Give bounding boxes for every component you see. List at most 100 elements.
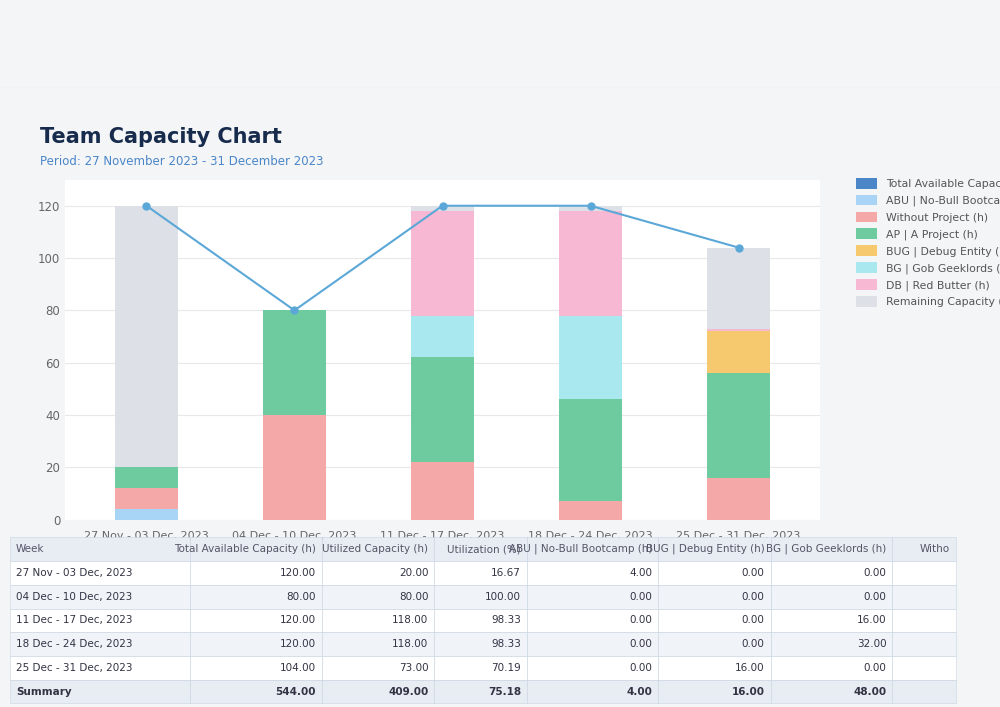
- Text: 98.33: 98.33: [491, 615, 521, 626]
- Bar: [190, 679, 322, 703]
- Bar: [527, 537, 658, 561]
- Bar: [559, 501, 622, 520]
- Bar: [10, 609, 190, 632]
- Text: 104.00: 104.00: [280, 663, 316, 673]
- Text: Utilized Capacity (h): Utilized Capacity (h): [322, 544, 428, 554]
- Bar: [892, 609, 956, 632]
- Bar: [559, 211, 622, 315]
- Bar: [10, 632, 190, 656]
- Bar: [115, 509, 178, 520]
- Text: 0.00: 0.00: [630, 663, 653, 673]
- Bar: [434, 561, 527, 585]
- Bar: [322, 632, 434, 656]
- Bar: [190, 632, 322, 656]
- Bar: [190, 585, 322, 609]
- Text: 48.00: 48.00: [853, 686, 887, 696]
- Bar: [559, 315, 622, 399]
- Text: 0.00: 0.00: [742, 639, 765, 649]
- Bar: [527, 656, 658, 679]
- Bar: [10, 537, 190, 561]
- Text: 73.00: 73.00: [399, 663, 428, 673]
- Bar: [770, 561, 892, 585]
- Bar: [322, 561, 434, 585]
- Bar: [658, 585, 770, 609]
- Bar: [527, 632, 658, 656]
- Bar: [770, 609, 892, 632]
- Text: 0.00: 0.00: [742, 592, 765, 602]
- Bar: [322, 609, 434, 632]
- Text: Summary: Summary: [16, 686, 71, 696]
- Bar: [190, 537, 322, 561]
- Bar: [10, 656, 190, 679]
- Bar: [658, 561, 770, 585]
- Text: 16.67: 16.67: [491, 568, 521, 578]
- Bar: [658, 632, 770, 656]
- Bar: [411, 462, 474, 520]
- Bar: [434, 656, 527, 679]
- Text: 80.00: 80.00: [287, 592, 316, 602]
- Bar: [434, 679, 527, 703]
- Bar: [411, 206, 474, 211]
- Bar: [434, 537, 527, 561]
- Text: 0.00: 0.00: [630, 639, 653, 649]
- Bar: [190, 656, 322, 679]
- Bar: [115, 206, 178, 467]
- Bar: [707, 247, 770, 329]
- Text: Utilization (%): Utilization (%): [447, 544, 521, 554]
- Text: 16.00: 16.00: [857, 615, 887, 626]
- Text: 80.00: 80.00: [399, 592, 428, 602]
- Text: 409.00: 409.00: [388, 686, 428, 696]
- Bar: [658, 656, 770, 679]
- Text: 4.00: 4.00: [630, 568, 653, 578]
- Bar: [658, 537, 770, 561]
- Text: 20.00: 20.00: [399, 568, 428, 578]
- Text: 27 Nov - 03 Dec, 2023: 27 Nov - 03 Dec, 2023: [16, 568, 132, 578]
- Text: 0.00: 0.00: [630, 592, 653, 602]
- Bar: [658, 679, 770, 703]
- Bar: [892, 585, 956, 609]
- Text: Witho: Witho: [920, 544, 950, 554]
- Text: 544.00: 544.00: [276, 686, 316, 696]
- Bar: [115, 489, 178, 509]
- Text: Total Available Capacity (h): Total Available Capacity (h): [174, 544, 316, 554]
- Bar: [770, 679, 892, 703]
- Bar: [527, 679, 658, 703]
- Bar: [770, 537, 892, 561]
- Bar: [707, 332, 770, 373]
- Legend: Total Available Capacity (h), ABU | No-Bull Bootcamp (h), Without Project (h), A: Total Available Capacity (h), ABU | No-B…: [856, 178, 1000, 308]
- Bar: [322, 585, 434, 609]
- Text: BG | Gob Geeklords (h): BG | Gob Geeklords (h): [766, 544, 887, 554]
- Bar: [892, 537, 956, 561]
- Text: 16.00: 16.00: [732, 686, 765, 696]
- Bar: [411, 315, 474, 358]
- Text: 120.00: 120.00: [280, 615, 316, 626]
- Text: 98.33: 98.33: [491, 639, 521, 649]
- Bar: [892, 679, 956, 703]
- Bar: [322, 679, 434, 703]
- Bar: [707, 373, 770, 478]
- Text: 04 Dec - 10 Dec, 2023: 04 Dec - 10 Dec, 2023: [16, 592, 132, 602]
- Text: 16.00: 16.00: [735, 663, 765, 673]
- Text: 75.18: 75.18: [488, 686, 521, 696]
- Bar: [434, 585, 527, 609]
- Text: 25 Dec - 31 Dec, 2023: 25 Dec - 31 Dec, 2023: [16, 663, 132, 673]
- Text: ABU | No-Bull Bootcamp (h): ABU | No-Bull Bootcamp (h): [509, 544, 653, 554]
- Text: 0.00: 0.00: [742, 615, 765, 626]
- Bar: [190, 561, 322, 585]
- Text: 0.00: 0.00: [630, 615, 653, 626]
- Bar: [434, 632, 527, 656]
- Bar: [10, 585, 190, 609]
- Bar: [10, 679, 190, 703]
- Bar: [527, 585, 658, 609]
- Text: 0.00: 0.00: [864, 568, 887, 578]
- Bar: [263, 310, 326, 415]
- Bar: [559, 399, 622, 501]
- Bar: [411, 211, 474, 315]
- Bar: [559, 206, 622, 211]
- Text: 11 Dec - 17 Dec, 2023: 11 Dec - 17 Dec, 2023: [16, 615, 132, 626]
- Text: Period: 27 November 2023 - 31 December 2023: Period: 27 November 2023 - 31 December 2…: [40, 155, 324, 168]
- Text: 4.00: 4.00: [627, 686, 653, 696]
- Bar: [411, 358, 474, 462]
- Bar: [658, 609, 770, 632]
- Bar: [115, 467, 178, 489]
